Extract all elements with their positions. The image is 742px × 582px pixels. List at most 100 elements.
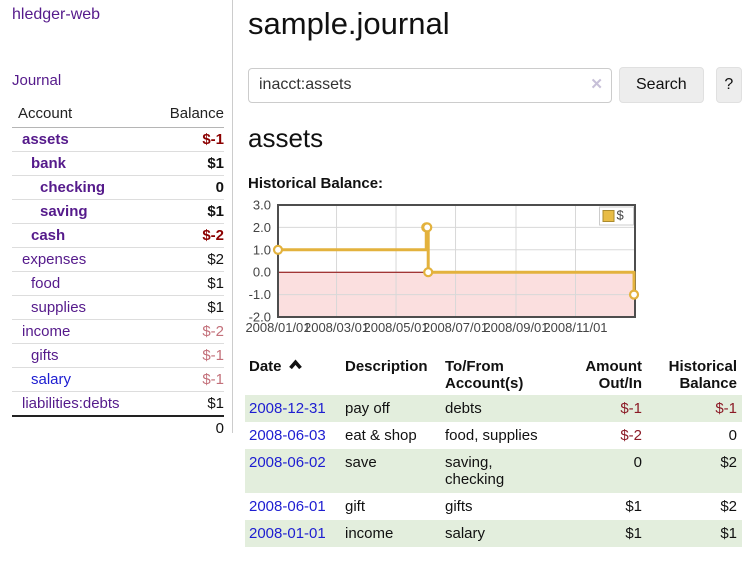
account-row: saving $1	[12, 200, 224, 224]
register-row: 2008-06-02 save saving, checking 0 $2	[245, 449, 742, 493]
register-header-amount: Amount Out/In	[585, 358, 642, 392]
app-title-link[interactable]: hledger-web	[12, 6, 101, 23]
account-link[interactable]: gifts	[31, 347, 59, 364]
y-axis-tick-label: 2.0	[253, 220, 271, 235]
account-row: gifts $-1	[12, 344, 224, 368]
transaction-description: income	[345, 525, 394, 542]
transaction-amount: $1	[625, 525, 642, 542]
account-balance: $1	[207, 155, 224, 172]
transaction-description: gift	[345, 498, 366, 515]
page-title: sample.journal	[248, 6, 450, 41]
search-bar: ✕ Search ?	[248, 67, 742, 103]
account-balance: $-1	[202, 347, 224, 364]
transaction-date-cell: 2008-12-31	[245, 395, 345, 422]
account-row: liabilities:debts $1	[12, 392, 224, 417]
search-button[interactable]: Search	[619, 67, 704, 103]
y-axis-tick-label: 3.0	[253, 198, 271, 213]
accounts-table-header: Account Balance	[12, 103, 224, 128]
register-table-body: 2008-12-31 pay off debts $-1 $-1 2008-06-03 ea…	[245, 395, 742, 547]
register-header-accounts: To/From Account(s)	[445, 358, 524, 392]
account-cell: saving	[12, 200, 148, 224]
account-link[interactable]: supplies	[31, 299, 87, 316]
account-link[interactable]: expenses	[22, 251, 87, 268]
account-row: checking 0	[12, 176, 224, 200]
register-header-row: Date Description To/From Account(s) Amou…	[245, 355, 742, 395]
account-balance: $1	[207, 395, 224, 412]
transaction-accounts: salary	[445, 525, 486, 542]
register-row: 2008-12-31 pay off debts $-1 $-1	[245, 395, 742, 422]
sort-asc-icon	[288, 359, 302, 370]
account-balance: $-1	[202, 131, 224, 148]
chart-title: Historical Balance:	[248, 175, 384, 192]
account-heading: assets	[248, 123, 324, 153]
account-link[interactable]: cash	[31, 227, 66, 244]
transaction-date-link[interactable]: 2008-06-03	[249, 427, 326, 444]
account-balance: $1	[207, 275, 224, 292]
account-link[interactable]: salary	[31, 371, 72, 388]
legend-label: $	[617, 208, 625, 223]
transaction-balance: $2	[720, 498, 737, 515]
clear-search-icon[interactable]: ✕	[590, 75, 603, 93]
register-table: Date Description To/From Account(s) Amou…	[245, 355, 742, 547]
transaction-date-cell: 2008-01-01	[245, 520, 345, 547]
account-link[interactable]: liabilities:debts	[22, 395, 120, 412]
x-axis-tick-label: 2008/01/01	[245, 320, 310, 335]
account-link[interactable]: food	[31, 275, 61, 292]
account-link[interactable]: assets	[22, 131, 69, 148]
y-axis-tick-label: 1.0	[253, 242, 271, 257]
account-link[interactable]: income	[22, 323, 71, 340]
transaction-amount: $-2	[620, 427, 642, 444]
transaction-date-link[interactable]: 2008-01-01	[249, 525, 326, 542]
transaction-balance: $2	[720, 454, 737, 471]
search-input[interactable]	[248, 67, 612, 103]
register-row: 2008-06-03 eat & shop food, supplies $-2 0	[245, 422, 742, 449]
account-cell: bank	[12, 152, 148, 176]
sidebar: hledger-web Journal Account Balance asse…	[0, 0, 233, 437]
x-axis-tick-label: 2008/03/01	[304, 320, 369, 335]
account-row: assets $-1	[12, 128, 224, 152]
account-link[interactable]: bank	[31, 155, 67, 172]
account-cell: gifts	[12, 344, 148, 368]
transaction-date-cell: 2008-06-02	[245, 449, 345, 493]
transaction-date-link[interactable]: 2008-06-02	[249, 454, 326, 471]
transaction-balance: $-1	[715, 400, 737, 417]
sidebar-item-journal[interactable]: Journal	[12, 72, 62, 89]
register-header-date[interactable]: Date	[245, 355, 345, 395]
account-cell: supplies	[12, 296, 148, 320]
account-cell: salary	[12, 368, 148, 392]
transaction-amount: 0	[633, 454, 642, 471]
account-balance: $-2	[202, 323, 224, 340]
transaction-accounts: food, supplies	[445, 427, 538, 444]
transaction-balance: $1	[720, 525, 737, 542]
accounts-total-row: 0	[12, 416, 224, 440]
transaction-date-link[interactable]: 2008-12-31	[249, 400, 326, 417]
account-row: cash $-2	[12, 224, 224, 248]
account-cell: assets	[12, 128, 148, 152]
account-row: expenses $2	[12, 248, 224, 272]
accounts-table: Account Balance assets $-1 bank $1 checking 0…	[12, 103, 224, 440]
x-axis-tick-label: 2008/07/01	[423, 320, 488, 335]
account-link[interactable]: checking	[40, 179, 106, 196]
transaction-date-link[interactable]: 2008-06-01	[249, 498, 326, 515]
transaction-date-cell: 2008-06-01	[245, 493, 345, 520]
account-row: food $1	[12, 272, 224, 296]
search-field-wrap: ✕	[248, 67, 612, 103]
account-cell: food	[12, 272, 148, 296]
transaction-accounts: saving, checking	[445, 454, 505, 488]
account-balance: $-2	[202, 227, 224, 244]
accounts-header-account: Account	[12, 103, 148, 128]
account-row: income $-2	[12, 320, 224, 344]
account-row: bank $1	[12, 152, 224, 176]
help-button[interactable]: ?	[715, 67, 742, 103]
register-row: 2008-06-01 gift gifts $1 $2	[245, 493, 742, 520]
account-link[interactable]: saving	[40, 203, 88, 220]
accounts-header-balance: Balance	[147, 103, 224, 128]
register-header-balance: Historical Balance	[668, 358, 737, 392]
account-balance: $-1	[202, 371, 224, 388]
transaction-accounts: gifts	[445, 498, 473, 515]
account-row: salary $-1	[12, 368, 224, 392]
account-balance: $1	[207, 299, 224, 316]
accounts-total-value: 0	[215, 420, 224, 437]
transaction-balance: 0	[728, 427, 737, 444]
x-axis-tick-label: 2008/11/01	[543, 320, 607, 335]
